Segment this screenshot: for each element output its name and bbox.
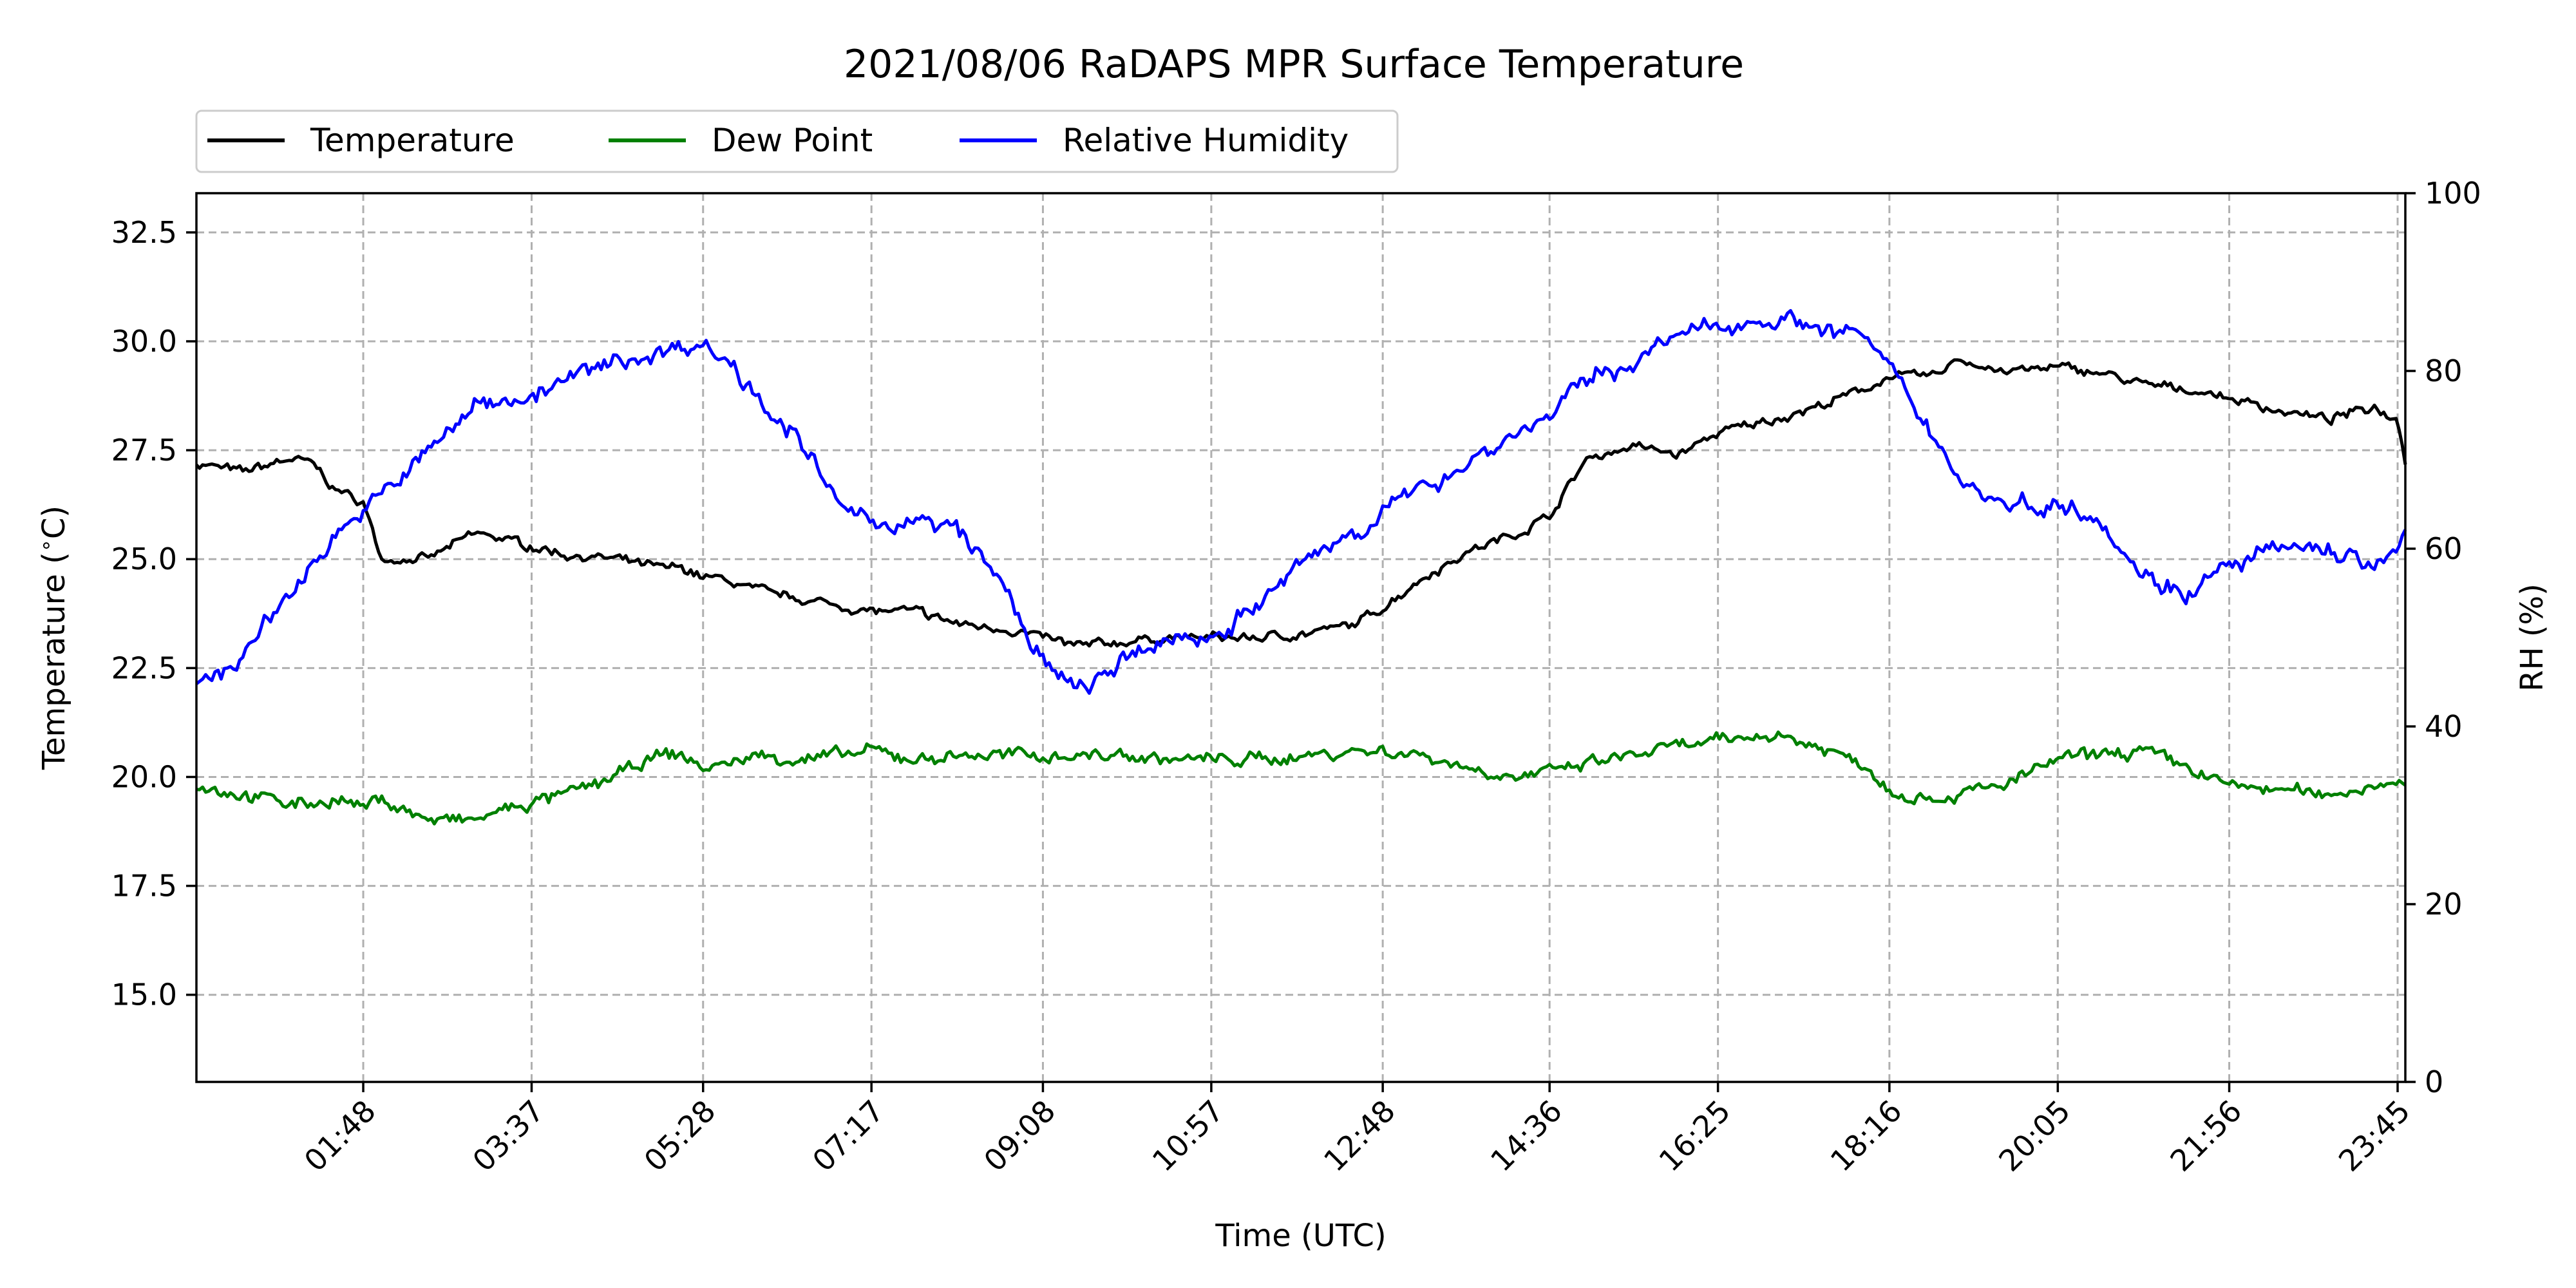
y2-tick-label: 40 [2425,709,2463,744]
legend-label: Dew Point [712,122,873,159]
x-tick-label: 14:36 [1484,1094,1569,1179]
legend-box [195,109,1399,173]
y-tick-label: 27.5 [111,433,177,468]
y2-tick-label: 80 [2425,354,2463,388]
x-tick-label: 09:08 [977,1094,1062,1179]
y-tick-label: 25.0 [111,542,177,576]
grid-lines [196,193,2405,1082]
y-tick-label: 30.0 [111,324,177,359]
x-tick-label: 03:37 [466,1094,551,1179]
x-tick-label: 12:48 [1317,1094,1402,1179]
legend-label: Relative Humidity [1063,122,1349,159]
y-tick-label: 20.0 [111,759,177,794]
x-tick-label: 05:28 [638,1094,723,1179]
series-line-relative-humidity [195,308,2407,695]
x-tick-label: 20:05 [1992,1094,2077,1179]
y2-axis-label: RH (%) [2514,583,2550,692]
x-tick-label: 23:45 [2332,1094,2417,1179]
legend-label: Temperature [310,122,515,159]
legend: Temperature Dew Point Relative Humidity [195,109,1399,173]
y2-tick-label: 0 [2425,1065,2443,1099]
y-tick-label: 22.5 [111,650,177,685]
series-lines [195,308,2407,826]
x-axis: 01:48 03:37 05:28 07:17 09:08 10:57 12:48 14:36… [298,1082,2417,1179]
x-tick-label: 16:25 [1652,1094,1737,1179]
x-tick-label: 21:56 [2163,1094,2248,1179]
x-tick-label: 18:16 [1824,1094,1909,1179]
series-line-temperature [195,358,2407,648]
y2-tick-label: 100 [2425,176,2481,211]
y-axis-right: 0 20 40 60 80 100 [2405,176,2481,1099]
y-axis-left: 15.0 17.5 20.0 22.5 25.0 27.5 30.0 32.5 [111,215,196,1012]
x-axis-label: Time (UTC) [1215,1218,1386,1254]
x-tick-label: 01:48 [298,1094,383,1179]
chart-title: 2021/08/06 RaDAPS MPR Surface Temperatur… [844,42,1744,87]
y-tick-label: 32.5 [111,215,177,250]
x-tick-label: 07:17 [806,1094,891,1179]
y-tick-label: 17.5 [111,869,177,904]
y-axis-label: Temperature (∘C) [33,506,72,770]
series-line-dew-point [196,730,2407,826]
plot-frame [195,192,2407,1083]
y-tick-label: 15.0 [111,978,177,1012]
y2-tick-label: 60 [2425,531,2463,566]
x-tick-label: 10:57 [1146,1094,1231,1179]
y2-tick-label: 20 [2425,887,2463,922]
